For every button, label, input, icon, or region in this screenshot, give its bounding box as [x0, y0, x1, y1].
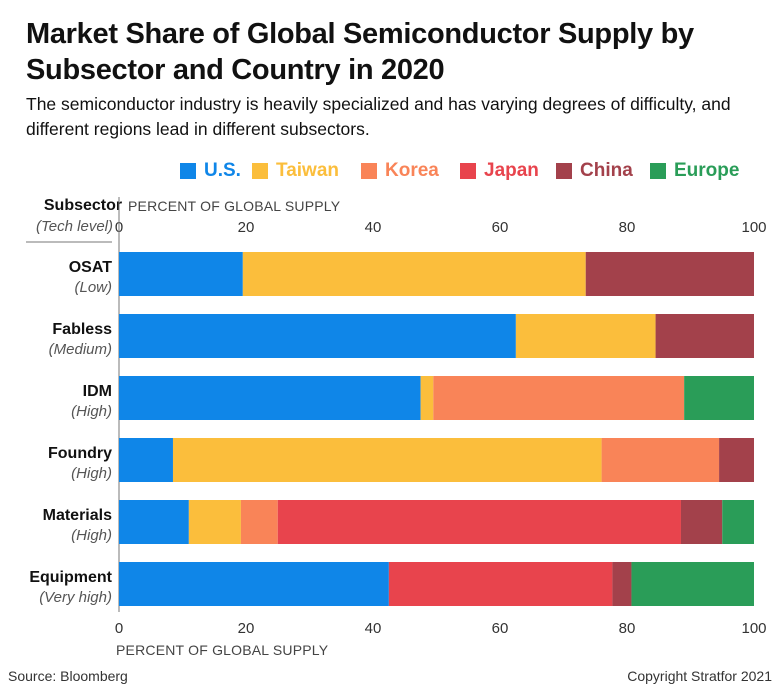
x-tick-label-bottom-100: 100 — [741, 620, 766, 637]
legend-item-china: China — [556, 157, 633, 185]
legend-swatch-europe — [650, 163, 666, 179]
legend-swatch-taiwan — [252, 163, 268, 179]
chart-legend: U.S. Taiwan Korea Japan China Europe — [0, 157, 784, 185]
legend-label-korea: Korea — [385, 160, 439, 181]
x-tick-label-bottom-0: 0 — [115, 620, 123, 637]
legend-swatch-japan — [460, 163, 476, 179]
x-axis-title-bottom: PERCENT OF GLOBAL SUPPLY — [116, 642, 329, 658]
x-tick-label-bottom-40: 40 — [365, 620, 382, 637]
bar-materials-u-s — [119, 500, 189, 544]
x-tick-label-top-20: 20 — [238, 219, 255, 236]
bar-foundry-korea — [601, 438, 720, 482]
x-tick-label-top-40: 40 — [365, 219, 382, 236]
legend-item-japan: Japan — [460, 157, 539, 185]
copyright-note: Copyright Stratfor 2021 — [627, 668, 772, 684]
legend-item-taiwan: Taiwan — [252, 157, 339, 185]
x-axis-title-top: PERCENT OF GLOBAL SUPPLY — [128, 198, 341, 214]
x-tick-label-bottom-60: 60 — [492, 620, 509, 637]
category-label-materials: Materials — [43, 507, 112, 524]
legend-item-korea: Korea — [361, 157, 439, 185]
legend-item-europe: Europe — [650, 157, 739, 185]
legend-label-taiwan: Taiwan — [276, 160, 339, 181]
category-label-equipment: Equipment — [29, 569, 112, 586]
category-label-osat: OSAT — [69, 259, 112, 276]
bar-equipment-japan — [388, 562, 613, 606]
bar-materials-japan — [277, 500, 681, 544]
legend-label-china: China — [580, 160, 633, 181]
legend-item-u-s: U.S. — [180, 157, 241, 185]
bar-fabless-taiwan — [515, 314, 656, 358]
category-note-fabless: (Medium) — [49, 341, 112, 358]
legend-swatch-korea — [361, 163, 377, 179]
bar-materials-china — [680, 500, 723, 544]
bar-foundry-u-s — [119, 438, 173, 482]
bar-equipment-china — [612, 562, 632, 606]
category-label-fabless: Fabless — [52, 321, 112, 338]
bar-fabless-china — [655, 314, 754, 358]
bar-foundry-china — [719, 438, 754, 482]
legend-label-u-s: U.S. — [204, 160, 241, 181]
bar-idm-europe — [684, 376, 754, 420]
legend-swatch-china — [556, 163, 572, 179]
category-note-materials: (High) — [71, 527, 112, 544]
bar-idm-u-s — [119, 376, 421, 420]
category-note-foundry: (High) — [71, 465, 112, 482]
category-label-foundry: Foundry — [48, 445, 112, 462]
chart-subtitle: The semiconductor industry is heavily sp… — [26, 94, 731, 139]
legend-label-japan: Japan — [484, 160, 539, 181]
legend-label-europe: Europe — [674, 160, 740, 181]
bar-osat-taiwan — [242, 252, 586, 296]
x-tick-label-bottom-20: 20 — [238, 620, 255, 637]
x-tick-label-bottom-80: 80 — [619, 620, 636, 637]
bar-osat-u-s — [119, 252, 243, 296]
bar-idm-korea — [433, 376, 685, 420]
category-note-osat: (Low) — [74, 279, 112, 296]
category-label-idm: IDM — [83, 383, 112, 400]
x-tick-label-top-60: 60 — [492, 219, 509, 236]
bar-osat-china — [585, 252, 754, 296]
y-axis-title-note: (Tech level) — [36, 218, 113, 235]
bar-equipment-europe — [631, 562, 754, 606]
x-tick-label-top-100: 100 — [741, 219, 766, 236]
source-note: Source: Bloomberg — [8, 668, 128, 684]
category-note-idm: (High) — [71, 403, 112, 420]
bar-equipment-u-s — [119, 562, 389, 606]
bar-materials-europe — [722, 500, 754, 544]
bar-fabless-u-s — [119, 314, 516, 358]
bar-materials-taiwan — [188, 500, 241, 544]
x-tick-label-top-80: 80 — [619, 219, 636, 236]
bar-idm-taiwan — [420, 376, 434, 420]
bar-foundry-taiwan — [172, 438, 602, 482]
bar-materials-korea — [240, 500, 278, 544]
chart-title: Market Share of Global Semiconductor Sup… — [26, 18, 694, 86]
legend-swatch-u-s — [180, 163, 196, 179]
category-note-equipment: (Very high) — [39, 589, 112, 606]
y-axis-title: Subsector — [44, 197, 122, 214]
